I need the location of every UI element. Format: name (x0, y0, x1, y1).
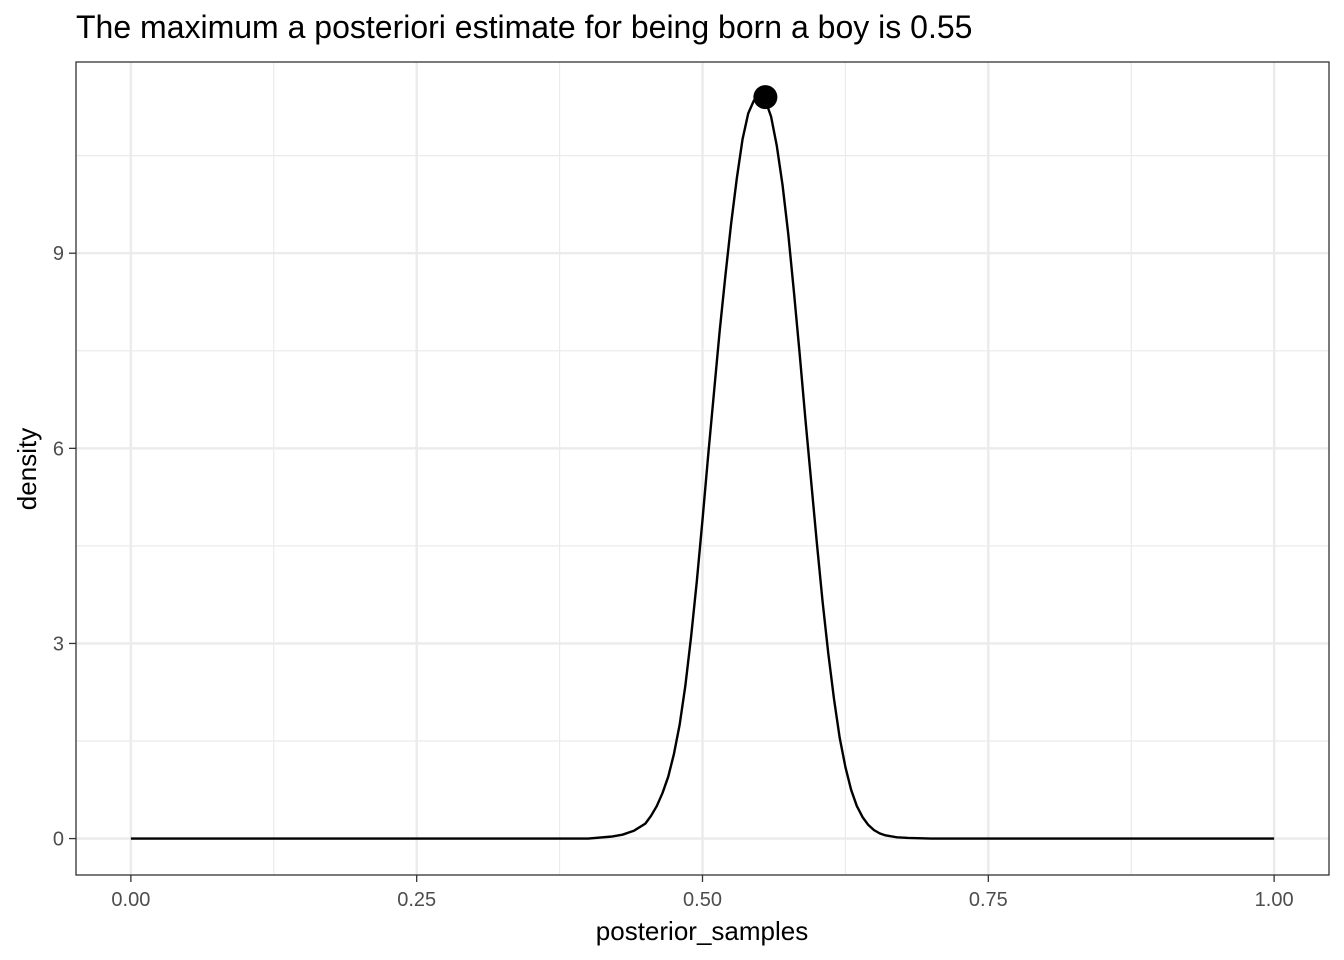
chart-title: The maximum a posteriori estimate for be… (76, 9, 972, 45)
y-axis: 0 3 6 9 (53, 243, 76, 851)
x-tick-label: 0.00 (111, 889, 150, 911)
y-tick-label: 6 (53, 438, 64, 460)
y-tick-label: 3 (53, 633, 64, 655)
points-layer (753, 85, 778, 110)
map-estimate-point (753, 85, 778, 110)
major-gridlines (76, 62, 1329, 875)
y-tick-label: 0 (53, 829, 64, 851)
y-tick-label: 9 (53, 243, 64, 265)
x-tick-label: 0.50 (683, 889, 722, 911)
y-axis-label: density (12, 428, 42, 510)
x-tick-label: 0.25 (397, 889, 436, 911)
x-tick-label: 1.00 (1255, 889, 1294, 911)
x-axis-label: posterior_samples (596, 916, 808, 946)
x-axis: 0.00 0.25 0.50 0.75 1.00 (111, 875, 1294, 911)
x-tick-label: 0.75 (969, 889, 1008, 911)
